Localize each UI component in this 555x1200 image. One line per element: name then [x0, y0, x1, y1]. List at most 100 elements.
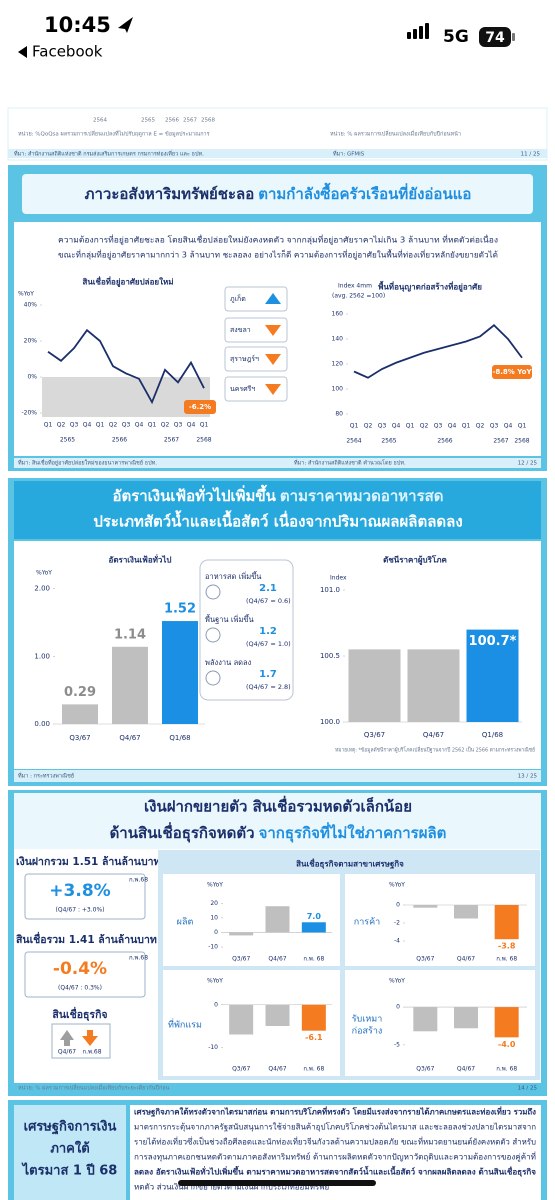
value-label: -3.8 [498, 942, 516, 951]
bar [454, 1007, 478, 1029]
x-tick-label: Q3/67 [232, 956, 250, 963]
year-label: 2567 [164, 437, 179, 444]
y-tick-label: 160 [332, 311, 344, 318]
y-tick-label: -20% [21, 410, 37, 417]
paragraph-line: การลงทุนภาคเอกชนหดตัวตามภาคอสังหาริมทรัพ… [134, 1151, 536, 1163]
x-tick-label: Q2 [476, 423, 485, 430]
back-arrow [18, 46, 27, 58]
note: หมายเหตุ: *ข้อมูลดัชนีราคาผู้บริโภคเปลี่… [335, 746, 535, 754]
line [353, 324, 523, 379]
x-tick-label: Q4/67 [423, 731, 444, 739]
x-tick-label: Q4/67 [268, 956, 286, 963]
bar [301, 1004, 326, 1031]
component-label: อาหารสด เพิ่มขึ้น [205, 571, 261, 581]
province-name: นครศรีฯ [230, 385, 255, 393]
battery-level: 74 [485, 30, 505, 46]
province-box [224, 376, 288, 402]
legend-up [60, 1030, 74, 1046]
title-main: ด้านสินเชื่อธุรกิจหดตัว [110, 822, 255, 843]
bar [494, 905, 519, 940]
y-tick-label: 20% [24, 338, 38, 345]
sector-name: รับเหมา [352, 1015, 383, 1025]
chart-title: ดัชนีราคาผู้บริโภค [383, 555, 447, 566]
legend-heading: สินเชื่อธุรกิจ [52, 1006, 108, 1022]
y-tick-label: 40% [24, 302, 38, 309]
sector-name: ที่พักแรม [168, 1018, 202, 1031]
x-tick-label: ก.พ. 68 [496, 1066, 517, 1073]
status-time: 10:45 [44, 13, 111, 37]
year-label: 2567 [493, 438, 508, 445]
component-value: 1.2 [259, 626, 277, 637]
x-tick-label: Q3 [378, 423, 387, 430]
back-label[interactable]: Facebook [32, 43, 103, 61]
x-tick-label: Q4/67 [268, 1066, 286, 1073]
x-tick-label: Q3/67 [416, 956, 434, 963]
y-tick-label: -5 [394, 1041, 400, 1048]
x-tick-label: Q2 [109, 422, 118, 429]
paragraph-line: หดตัว ส่วนเงินฝากขยายตัวตามเงินฝากประเภท… [134, 1182, 329, 1192]
x-tick-label: Q3/67 [69, 734, 90, 742]
bar [229, 932, 254, 936]
x-tick-label: Q4 [504, 423, 513, 430]
negative-zone [42, 377, 210, 417]
y-tick-label: 0 [396, 1004, 400, 1011]
x-tick-label: Q1 [96, 422, 105, 429]
slide-title: ด้านสินเชื่อธุรกิจหดตัว จากธุรกิจที่ไม่ใช… [110, 822, 447, 843]
bar [407, 649, 460, 722]
year-label: 2566 [165, 118, 179, 124]
y-tick-label: 100.0 [320, 718, 340, 726]
component-value: 1.7 [259, 669, 277, 680]
y-axis-label: %YoY [36, 570, 52, 577]
province-box [224, 346, 288, 372]
x-tick-label: Q3 [490, 423, 499, 430]
y-tick-label: 20 [210, 900, 218, 907]
x-tick-label: Q4 [135, 422, 144, 429]
y-tick-label: 101.0 [320, 586, 340, 594]
source: ที่มา: GFMIS [333, 150, 365, 158]
component-value: 2.1 [259, 583, 277, 594]
source-bar [14, 770, 541, 782]
description: ความต้องการที่อยู่อาศัยชะลอ โดยสินเชื่อป… [58, 234, 498, 246]
year-label: 2567 [183, 118, 197, 124]
slide-title: ภาวะอสังหาริมทรัพย์ชะลอ ตามกำลังซื้อครัวเ… [85, 182, 472, 203]
kpi-period: ก.พ.68 [129, 955, 148, 962]
x-tick-label: Q2 [161, 422, 170, 429]
component-box [199, 559, 294, 701]
value-label: -4.0 [498, 1040, 516, 1049]
x-tick-label: Q4/67 [119, 734, 140, 742]
home-indicator [178, 1180, 376, 1186]
sector-name: ผลิต [177, 917, 194, 928]
value-label: 0.29 [64, 685, 96, 700]
y-tick-label: 0.00 [34, 720, 50, 728]
bar [265, 1004, 290, 1026]
annotation-box [184, 400, 216, 414]
year-label: 2568 [514, 438, 529, 445]
page-number: 11 / 25 [521, 152, 541, 158]
x-tick-label: Q1 [462, 423, 471, 430]
legend-box [51, 1023, 111, 1059]
y-axis-label: %YoY [389, 882, 405, 889]
line [47, 328, 205, 405]
y-tick-label: -10 [208, 944, 218, 951]
x-tick-label: Q4 [83, 422, 92, 429]
title-accent: จากธุรกิจที่ไม่ใช่ภาคการผลิต [259, 822, 447, 843]
x-tick-label: ก.พ. 68 [496, 956, 517, 963]
x-tick-label: Q3/67 [416, 1066, 434, 1073]
side-title: ภาคใต้ [50, 1140, 89, 1157]
paragraph-line: รายได้ท่องเที่ยวซึ่งเป็นช่วงถือศีลอดและน… [134, 1136, 536, 1147]
battery-tip [512, 33, 515, 41]
bar [348, 649, 401, 722]
y-tick-label: 120 [332, 361, 344, 368]
legend-label: ก.พ.68 [82, 1049, 101, 1056]
y-tick-label: 100 [332, 386, 344, 393]
x-tick-label: Q3 [70, 422, 79, 429]
battery [479, 27, 511, 47]
y-tick-label: -4 [394, 938, 400, 945]
source: ที่มา: สำนักงานสถิติแห่งชาติ กรมส่งเสริม… [14, 150, 204, 158]
kpi-value: +3.8% [49, 881, 110, 901]
paragraph-line: เศรษฐกิจภาคใต้ทรงตัวจากไตรมาสก่อน ตามการ… [134, 1106, 536, 1118]
bar [413, 1007, 438, 1032]
sector-box [163, 874, 340, 966]
legend-label: Q4/67 [58, 1049, 76, 1056]
